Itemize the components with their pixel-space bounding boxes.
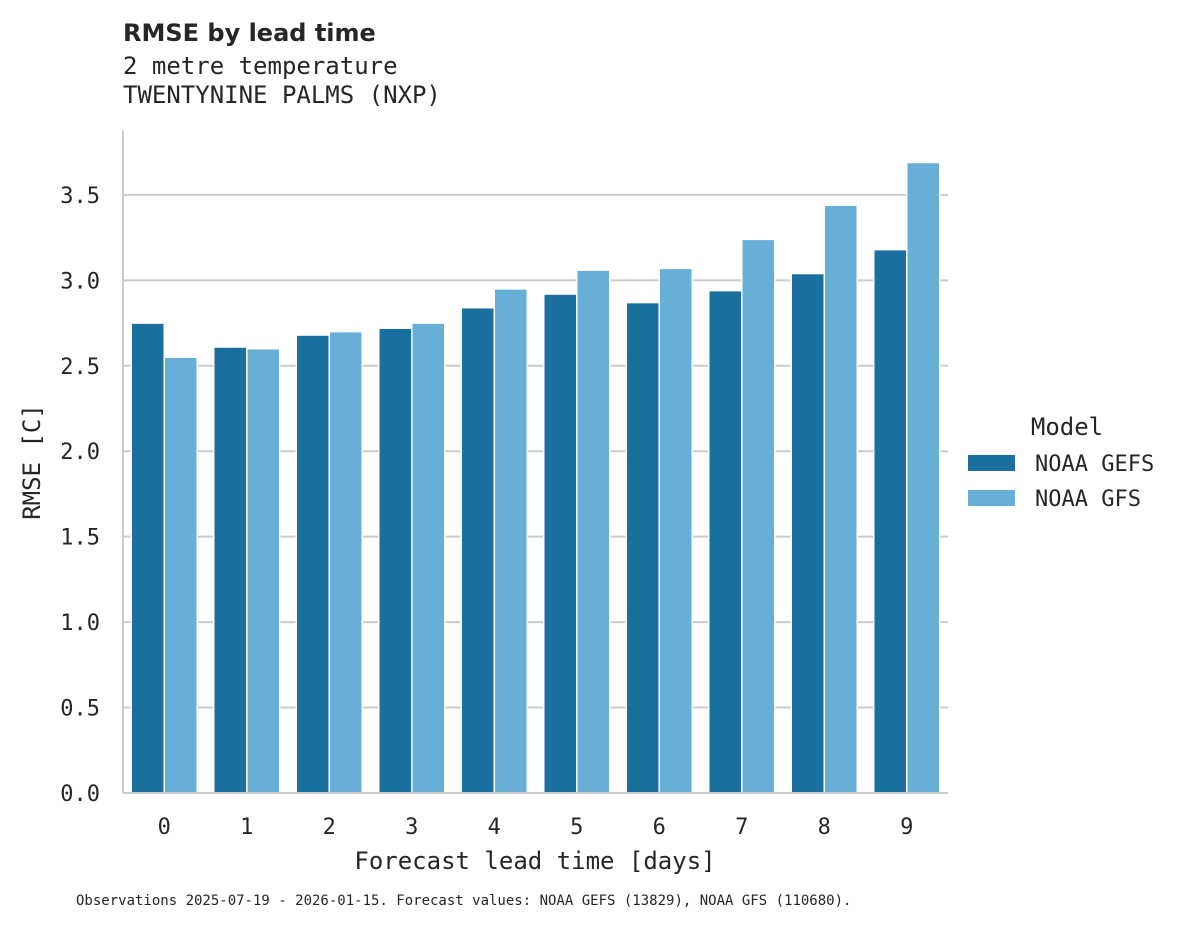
y-tick-label: 1.5 <box>60 526 100 551</box>
x-tick-label: 1 <box>240 815 253 840</box>
bar-noaa-gfs-0 <box>163 356 198 794</box>
x-axis-label: Forecast lead time [days] <box>354 847 715 875</box>
y-axis-label: RMSE [C] <box>18 404 46 520</box>
bar-noaa-gefs-9 <box>873 248 908 794</box>
y-tick-label: 2.5 <box>60 355 100 380</box>
bar-noaa-gefs-2 <box>295 334 330 794</box>
bar-noaa-gefs-0 <box>130 322 165 794</box>
legend-label-gefs: NOAA GEFS <box>1035 452 1154 477</box>
x-tick-label: 8 <box>818 815 831 840</box>
bar-noaa-gfs-4 <box>493 288 528 794</box>
y-tick-label: 2.0 <box>60 440 100 465</box>
x-tick-label: 6 <box>653 815 666 840</box>
y-tick-label: 3.0 <box>60 269 100 294</box>
bar-noaa-gfs-6 <box>658 267 693 794</box>
y-tick-label: 0.0 <box>60 782 100 807</box>
legend: Model NOAA GEFS NOAA GFS <box>968 413 1154 512</box>
bar-noaa-gefs-5 <box>543 293 578 794</box>
legend-label-gfs: NOAA GFS <box>1035 487 1141 512</box>
bar-noaa-gefs-3 <box>378 327 413 794</box>
x-tick-label: 3 <box>405 815 418 840</box>
x-tick-label: 5 <box>570 815 583 840</box>
y-tick-label: 0.5 <box>60 697 100 722</box>
legend-title: Model <box>1031 413 1103 441</box>
bar-noaa-gefs-6 <box>625 301 660 794</box>
bar-noaa-gfs-8 <box>823 204 858 794</box>
bar-noaa-gfs-3 <box>411 322 446 794</box>
chart-subtitle-variable: 2 metre temperature <box>123 52 398 80</box>
bar-noaa-gfs-5 <box>576 269 611 794</box>
y-tick-label: 3.5 <box>60 184 100 209</box>
footnote: Observations 2025-07-19 - 2026-01-15. Fo… <box>76 893 851 909</box>
bar-noaa-gefs-7 <box>708 289 743 794</box>
chart-subtitle-station: TWENTYNINE PALMS (NXP) <box>123 81 441 109</box>
bar-noaa-gefs-1 <box>213 346 248 794</box>
bar-noaa-gfs-7 <box>741 238 776 794</box>
chart-title: RMSE by lead time <box>123 19 376 47</box>
bars <box>130 161 941 794</box>
x-tick-label: 9 <box>900 815 913 840</box>
x-tick-labels: 0 1 2 3 4 5 6 7 8 9 <box>158 815 914 840</box>
bar-noaa-gfs-2 <box>328 330 363 794</box>
bar-noaa-gfs-9 <box>906 161 941 794</box>
bar-noaa-gefs-4 <box>460 306 495 794</box>
bar-noaa-gfs-1 <box>246 347 281 794</box>
x-tick-label: 0 <box>158 815 171 840</box>
legend-swatch-gfs <box>968 490 1015 506</box>
x-tick-label: 7 <box>735 815 748 840</box>
x-tick-label: 2 <box>323 815 336 840</box>
y-tick-label: 1.0 <box>60 611 100 636</box>
legend-swatch-gefs <box>968 455 1015 471</box>
bar-noaa-gefs-8 <box>790 272 825 794</box>
y-tick-labels: 0.0 0.5 1.0 1.5 2.0 2.5 3.0 3.5 <box>60 184 100 807</box>
x-tick-label: 4 <box>488 815 501 840</box>
